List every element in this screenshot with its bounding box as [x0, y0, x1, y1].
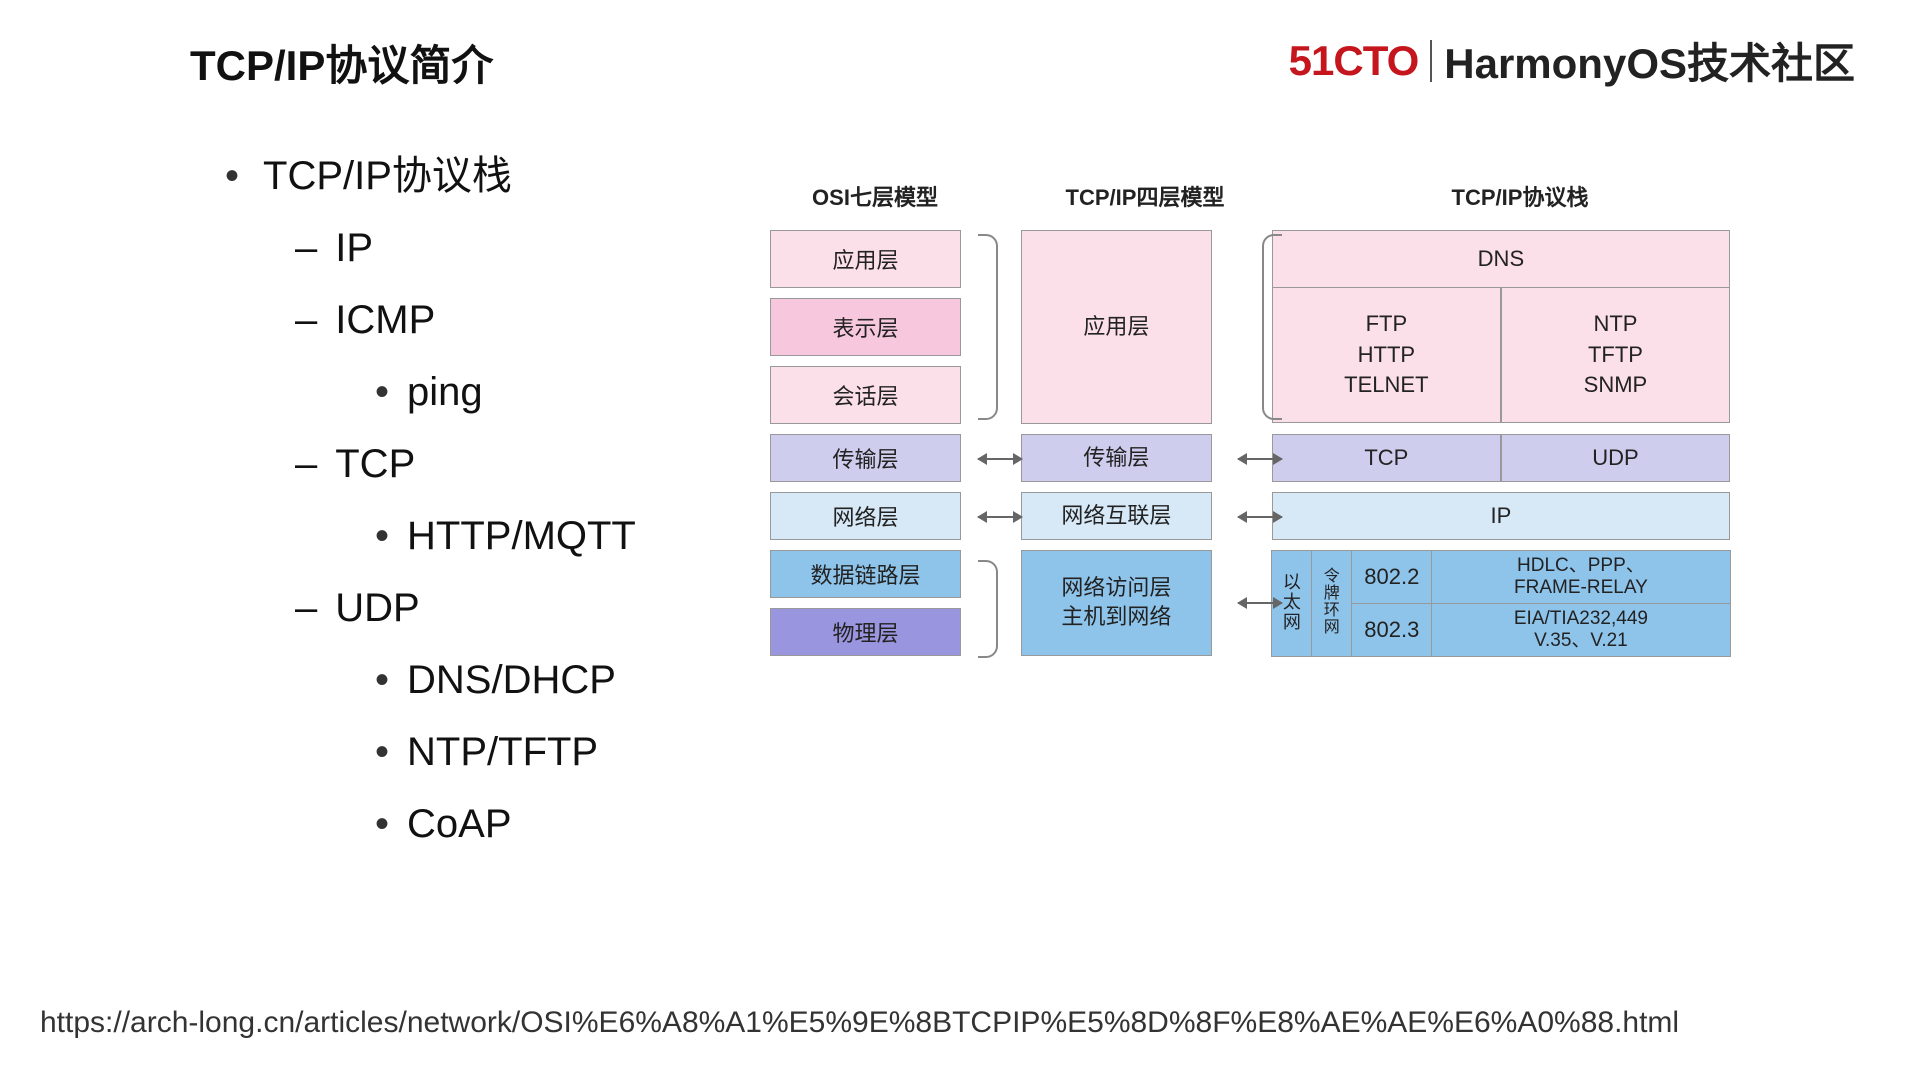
- bullet-ping: ping: [375, 356, 636, 428]
- osi-layer-0: 应用层: [770, 230, 961, 288]
- osi-layer-2: 会话层: [770, 366, 961, 424]
- tcp4-layer-3: 网络访问层 主机到网络: [1021, 550, 1212, 656]
- bullet-icmp: ICMP: [295, 284, 636, 356]
- diagram-body: 应用层表示层会话层传输层网络层数据链路层物理层 应用层传输层网络互联层网络访问层…: [770, 230, 1730, 656]
- stack-tokenring: 令 牌 环 网: [1311, 550, 1352, 657]
- bullet-udp: UDP: [295, 572, 636, 644]
- bullet-ip: IP: [295, 212, 636, 284]
- stack-app-left: FTP HTTP TELNET: [1272, 287, 1501, 423]
- bullet-ntp-tftp: NTP/TFTP: [375, 716, 636, 788]
- osi-layer-5: 数据链路层: [770, 550, 961, 598]
- tcpip-diagram: OSI七层模型 TCP/IP四层模型 TCP/IP协议栈 应用层表示层会话层传输…: [770, 180, 1730, 656]
- bullet-root: TCP/IP协议栈: [225, 140, 636, 212]
- osi-layer-1: 表示层: [770, 298, 961, 356]
- connectors-tcp4-stack: [1230, 230, 1290, 656]
- stack-ip: IP: [1272, 492, 1730, 540]
- stack-app: DNS FTP HTTP TELNET NTP TFTP SNMP: [1272, 230, 1730, 424]
- header-tcp4: TCP/IP四层模型: [1020, 180, 1270, 212]
- osi-layer-4: 网络层: [770, 492, 961, 540]
- stack-hdlc: HDLC、PPP、 FRAME-RELAY: [1431, 550, 1730, 604]
- osi-layer-6: 物理层: [770, 608, 961, 656]
- logo-brand: 51CTO: [1289, 37, 1419, 85]
- tcp4-layer-2: 网络互联层: [1021, 492, 1212, 540]
- stack-column: DNS FTP HTTP TELNET NTP TFTP SNMP TCP UD…: [1272, 230, 1730, 656]
- decorative-wave: [0, 860, 1920, 1080]
- bullet-coap: CoAP: [375, 788, 636, 860]
- tcp4-column: 应用层传输层网络互联层网络访问层 主机到网络: [1021, 230, 1212, 656]
- logo-separator: [1430, 40, 1432, 82]
- bullet-dns-dhcp: DNS/DHCP: [375, 644, 636, 716]
- stack-eia: EIA/TIA232,449 V.35、V.21: [1431, 603, 1730, 657]
- diagram-headers: OSI七层模型 TCP/IP四层模型 TCP/IP协议栈: [770, 180, 1730, 212]
- connectors-osi-tcp4: [970, 230, 1030, 656]
- tcp4-layer-0: 应用层: [1021, 230, 1212, 424]
- osi-column: 应用层表示层会话层传输层网络层数据链路层物理层: [770, 230, 961, 656]
- page-title: TCP/IP协议简介: [190, 32, 493, 93]
- stack-link: 以 太 网 令 牌 环 网 802.2 HDLC、PPP、 FRAME-RELA…: [1272, 550, 1730, 656]
- stack-8022: 802.2: [1351, 550, 1432, 604]
- osi-layer-3: 传输层: [770, 434, 961, 482]
- header-osi: OSI七层模型: [770, 180, 980, 212]
- slide: TCP/IP协议简介 51CTO HarmonyOS技术社区 TCP/IP协议栈…: [0, 0, 1920, 1080]
- stack-transport: TCP UDP: [1272, 434, 1730, 482]
- stack-8023: 802.3: [1351, 603, 1432, 657]
- logo: 51CTO HarmonyOS技术社区: [1289, 30, 1855, 91]
- stack-tcp: TCP: [1272, 434, 1501, 482]
- bullet-list: TCP/IP协议栈 IP ICMP ping TCP HTTP/MQTT UDP…: [225, 140, 636, 860]
- header-stack: TCP/IP协议栈: [1310, 180, 1730, 212]
- logo-community: HarmonyOS技术社区: [1444, 30, 1855, 91]
- stack-app-right: NTP TFTP SNMP: [1501, 287, 1730, 423]
- stack-udp: UDP: [1501, 434, 1730, 482]
- tcp4-layer-1: 传输层: [1021, 434, 1212, 482]
- footer-url: https://arch-long.cn/articles/network/OS…: [40, 1006, 1679, 1040]
- bullet-tcp: TCP: [295, 428, 636, 500]
- stack-dns: DNS: [1272, 230, 1730, 288]
- bullet-http-mqtt: HTTP/MQTT: [375, 500, 636, 572]
